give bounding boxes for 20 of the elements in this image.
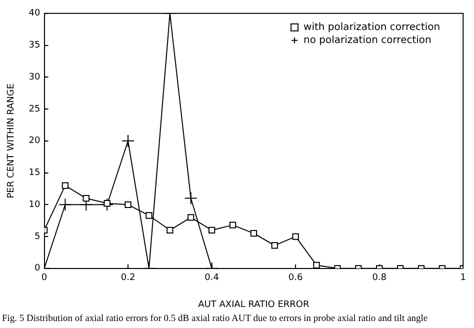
y-tick-label: 5 xyxy=(34,232,40,242)
caption: Fig. 5 Distribution of axial ratio errors for 0.5 dB axial ratio AUT due to errors in probe axial ratio and tilt angle xyxy=(2,314,429,324)
x-tick-label: 0 xyxy=(41,273,48,284)
x-tick-label: 0.6 xyxy=(288,273,304,284)
x-axis-title: AUT AXIAL RATIO ERROR xyxy=(198,300,310,310)
y-tick-label: 15 xyxy=(28,168,40,178)
x-tick-label: 0.8 xyxy=(372,273,387,284)
x-tick-label: 0.4 xyxy=(204,273,220,284)
x-tick-label: 1 xyxy=(460,273,466,284)
y-tick-label: 10 xyxy=(28,200,41,210)
y-tick-label: 40 xyxy=(28,8,41,19)
y-tick-label: 25 xyxy=(28,104,40,114)
x-tick-label: 0.2 xyxy=(120,273,136,284)
y-tick-label: 0 xyxy=(34,264,41,274)
y-axis-title: PER CENT WITHIN RANGE xyxy=(6,83,17,198)
y-tick-label: 20 xyxy=(28,136,41,146)
legend-label: no polarization correction xyxy=(304,34,432,46)
y-tick-label: 30 xyxy=(28,72,41,82)
y-tick-label: 35 xyxy=(28,40,40,51)
legend-label: with polarization correction xyxy=(304,22,440,33)
